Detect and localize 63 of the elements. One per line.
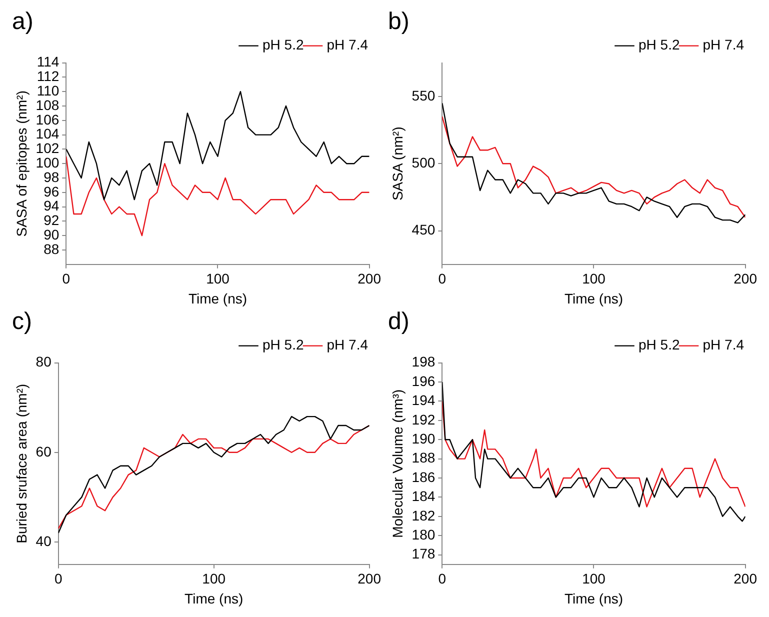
x-tick-label: 0	[438, 270, 446, 287]
x-tick-label: 200	[358, 270, 382, 287]
y-tick-label: 184	[412, 488, 436, 504]
x-tick-label: 100	[206, 270, 230, 287]
y-tick-label: 198	[412, 354, 436, 370]
y-tick-label: 114	[36, 54, 60, 70]
x-tick-label: 200	[734, 570, 758, 587]
y-tick-label: 94	[44, 198, 60, 214]
chart-title: d)	[388, 308, 410, 336]
y-tick-label: 500	[412, 154, 436, 170]
x-tick-label: 100	[582, 570, 606, 587]
legend-label: pH 7.4	[702, 336, 744, 353]
y-tick-label: 196	[412, 372, 436, 389]
y-tick-label: 60	[36, 443, 52, 460]
y-tick-label: 88	[44, 240, 60, 257]
y-tick-label: 98	[44, 168, 60, 185]
y-tick-label: 80	[36, 354, 52, 370]
x-axis-title: Time (ns)	[188, 290, 248, 306]
x-tick-label: 0	[62, 270, 70, 287]
legend-label: pH 7.4	[702, 36, 744, 53]
legend-label: pH 5.2	[262, 36, 304, 53]
legend-label: pH 5.2	[638, 36, 680, 53]
legend-label: pH 5.2	[262, 336, 304, 353]
y-tick-label: 108	[36, 96, 60, 113]
chart-title: c)	[12, 308, 32, 336]
y-tick-label: 90	[44, 226, 60, 242]
y-tick-label: 40	[36, 532, 52, 549]
x-axis-title: Time (ns)	[564, 590, 624, 606]
x-axis-title: Time (ns)	[184, 590, 244, 606]
x-axis-title: Time (ns)	[564, 290, 624, 306]
y-tick-label: 110	[36, 82, 60, 98]
y-tick-label: 190	[412, 430, 436, 446]
y-tick-label: 192	[412, 411, 436, 428]
y-tick-label: 178	[412, 546, 436, 562]
y-tick-label: 106	[36, 111, 60, 128]
chart-title: b)	[388, 8, 410, 36]
chart-title: a)	[12, 8, 34, 36]
x-tick-label: 100	[582, 270, 606, 287]
legend-label: pH 7.4	[326, 36, 368, 53]
x-tick-label: 200	[358, 570, 382, 587]
y-axis-title: Buried sruface area (nm²)	[13, 384, 30, 544]
y-tick-label: 180	[412, 526, 436, 542]
y-tick-label: 450	[412, 222, 436, 238]
x-tick-label: 100	[202, 570, 226, 587]
y-tick-label: 100	[36, 154, 60, 170]
y-axis-title: SASA of epitopes (nm²)	[13, 90, 30, 237]
x-tick-label: 0	[438, 570, 446, 587]
y-tick-label: 96	[44, 183, 60, 200]
legend-label: pH 7.4	[326, 336, 368, 353]
y-tick-label: 104	[36, 126, 60, 142]
y-tick-label: 92	[44, 212, 60, 228]
y-tick-label: 182	[412, 507, 436, 524]
y-tick-label: 194	[412, 392, 436, 408]
y-axis-title: Molecular Volume (nm³)	[389, 389, 406, 538]
y-tick-label: 112	[36, 68, 60, 84]
y-tick-label: 102	[36, 140, 60, 156]
x-tick-label: 0	[54, 570, 62, 587]
y-tick-label: 186	[412, 468, 436, 485]
x-tick-label: 200	[734, 270, 758, 287]
y-tick-label: 188	[412, 450, 436, 466]
y-axis-title: SASA (nm²)	[389, 126, 406, 201]
legend-label: pH 5.2	[638, 336, 680, 353]
y-tick-label: 550	[412, 87, 436, 104]
